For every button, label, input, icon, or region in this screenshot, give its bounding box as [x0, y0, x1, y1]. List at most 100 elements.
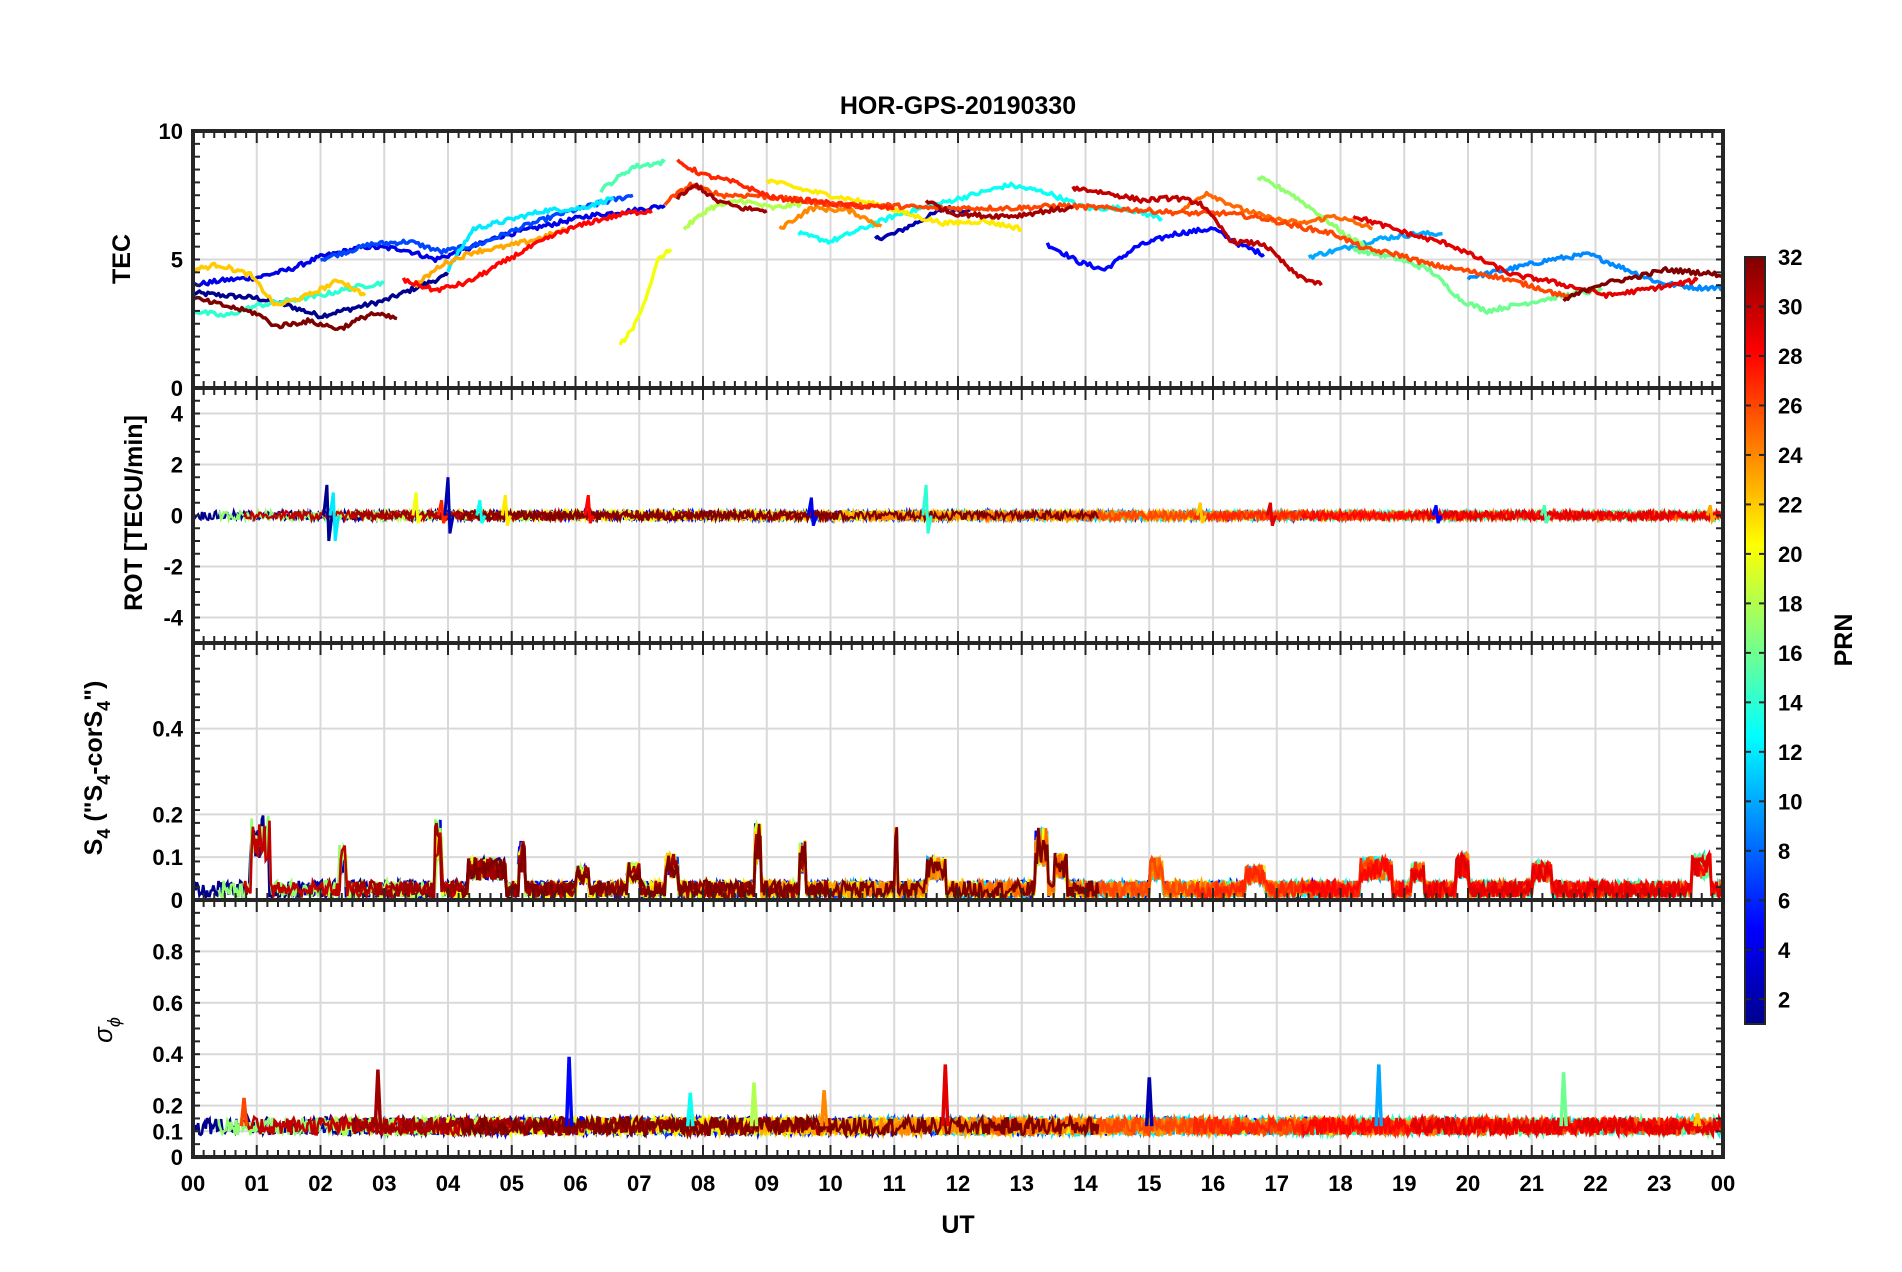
colorbar-tick-label: 22 — [1778, 492, 1802, 517]
panel-tec: 0 5 10 TEC — [108, 119, 1725, 401]
tec-line-prn-22 — [192, 261, 367, 307]
rot-spike — [475, 499, 487, 524]
colorbar-tick-label: 10 — [1778, 789, 1802, 814]
tec-line-prn-25 — [1180, 190, 1373, 231]
x-tick-label: 06 — [563, 1171, 587, 1196]
rot-spike — [411, 492, 423, 524]
sigphi-spike — [749, 1082, 759, 1127]
s4-label-open: ("S — [80, 785, 108, 829]
colorbar-tick-label: 16 — [1778, 641, 1802, 666]
x-tick-label: 08 — [691, 1171, 715, 1196]
s4-label-close: ") — [80, 681, 108, 701]
chart-title: HOR-GPS-20190330 — [840, 92, 1076, 120]
y-tick-label: 0 — [171, 888, 183, 913]
rot-spike — [1705, 504, 1717, 526]
tec-line-prn-20 — [618, 248, 673, 346]
tec-line-prn-13 — [797, 181, 1163, 245]
rot-spike — [443, 477, 455, 534]
sigphi-spike — [819, 1090, 829, 1127]
tec-line-prn-30 — [1071, 185, 1323, 287]
x-tick-label: 05 — [500, 1171, 524, 1196]
y-tick-label: 0.8 — [152, 939, 183, 964]
x-tick-label: 02 — [308, 1171, 332, 1196]
panel-rot-series — [191, 477, 1725, 542]
tec-line-prn-9 — [1466, 251, 1725, 292]
panel-rot: -4 -2 0 2 4 ROT [TECU/min] — [120, 386, 1725, 645]
sigphi-spike — [1693, 1112, 1702, 1127]
colorbar-tick-label: 18 — [1778, 591, 1802, 616]
sigphi-spike — [685, 1092, 695, 1127]
x-tick-label: 07 — [627, 1171, 651, 1196]
x-tick-label: 21 — [1520, 1171, 1544, 1196]
tec-line-prn-24 — [778, 204, 883, 230]
tec-line-prn-18 — [682, 197, 806, 231]
rot-spike — [322, 484, 334, 542]
panel-sigphi-grid — [193, 900, 1723, 1158]
rot-spike — [1265, 502, 1277, 527]
x-tick-label: 12 — [946, 1171, 970, 1196]
s4-label-sub1: 4 — [94, 829, 114, 839]
tec-line-prn-31 — [924, 199, 1074, 220]
y-tick-label: 0.2 — [152, 1094, 183, 1119]
panel-sigphi-series — [191, 1056, 1725, 1141]
tec-line-prn-28 — [401, 208, 653, 294]
y-tick-label: 0 — [171, 504, 183, 529]
colorbar-tick-label: 6 — [1778, 888, 1790, 913]
x-tick-label: 15 — [1137, 1171, 1161, 1196]
rot-spike — [1431, 504, 1443, 524]
colorbar-label: PRN — [1830, 614, 1858, 667]
tec-line-prn-10 — [1307, 229, 1443, 260]
colorbar-tick-label: 28 — [1778, 344, 1802, 369]
colorbar-tick-label: 2 — [1778, 987, 1790, 1012]
panel-rot-grid — [193, 388, 1723, 643]
rot-spike — [500, 494, 512, 527]
panel-s4: 00.10.20.4 S4 ("S4-corS4") — [80, 641, 1725, 913]
colorbar-tick-label: 14 — [1778, 690, 1803, 715]
s4-label-sub3: 4 — [94, 701, 114, 711]
tec-line-prn-27 — [676, 158, 895, 211]
y-tick-label: -2 — [163, 555, 183, 580]
y-tick-label: 10 — [159, 119, 183, 144]
tec-line-prn-1 — [191, 271, 449, 320]
s4-line-prn-29 — [1409, 849, 1725, 903]
tec-line-prn-21 — [765, 178, 1023, 233]
x-tick-label: 00 — [1711, 1171, 1735, 1196]
x-tick-label: 09 — [755, 1171, 779, 1196]
tec-line-prn-17 — [1256, 175, 1374, 251]
rot-spike — [1539, 504, 1551, 524]
colorbar-tick-label: 20 — [1778, 542, 1802, 567]
sigphi-label-sigma: σ — [88, 1026, 118, 1043]
colorbar-tick-label: 12 — [1778, 740, 1802, 765]
rot-spike — [583, 494, 595, 524]
x-tick-label: 22 — [1583, 1171, 1607, 1196]
rot-spike — [328, 492, 340, 542]
rot-line-prn-32 — [460, 506, 1100, 525]
x-tick-label: 14 — [1073, 1171, 1098, 1196]
colorbar-tick-label: 32 — [1778, 245, 1802, 270]
sigphi-label-phi: ϕ — [104, 1017, 124, 1027]
sigphi-spike — [1144, 1077, 1154, 1127]
y-tick-label: -4 — [163, 606, 183, 631]
panel-s4-ylabel: S4 ("S4-corS4") — [80, 681, 114, 856]
sigphi-spike — [940, 1064, 950, 1127]
x-tick-label: 04 — [436, 1171, 461, 1196]
tec-line-prn-4 — [192, 204, 666, 288]
colorbar-tick-label: 24 — [1778, 443, 1803, 468]
y-tick-label: 0.6 — [152, 991, 183, 1016]
y-tick-label: 0.1 — [152, 845, 183, 870]
y-tick-label: 5 — [171, 248, 183, 273]
tec-line-prn-29 — [1352, 214, 1699, 299]
x-tick-label: 00 — [181, 1171, 205, 1196]
rot-spike — [806, 497, 818, 527]
rot-spike — [921, 484, 933, 534]
s4-label-sub2: 4 — [94, 775, 114, 785]
colorbar-tick-label: 4 — [1778, 938, 1791, 963]
y-tick-label: 0.4 — [152, 717, 183, 742]
x-tick-label: 13 — [1010, 1171, 1034, 1196]
tec-line-prn-26 — [663, 181, 1572, 301]
colorbar-tick-label: 8 — [1778, 839, 1790, 864]
x-axis-label: UT — [941, 1211, 974, 1239]
sigphi-spike — [239, 1097, 249, 1127]
y-tick-label: 0 — [171, 376, 183, 401]
